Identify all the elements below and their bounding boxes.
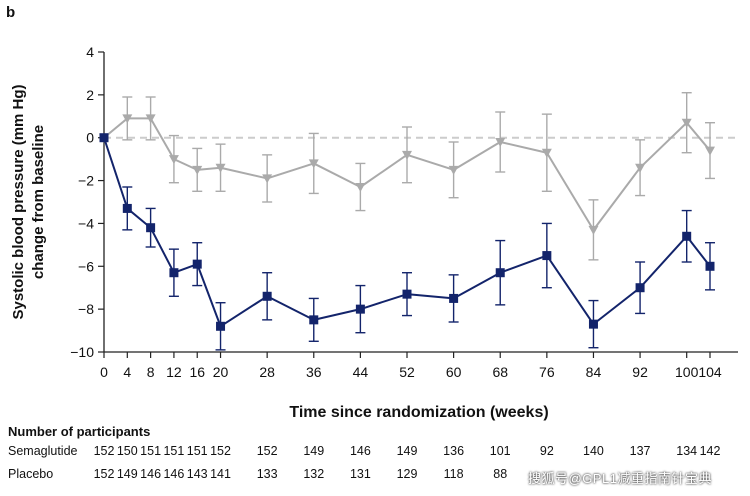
semaglutide-point [99, 133, 109, 143]
participant-count: 137 [629, 444, 651, 458]
semaglutide-point [635, 283, 645, 293]
participants-row-label: Placebo [8, 467, 54, 481]
placebo-point [402, 150, 412, 160]
x-tick-label: 20 [213, 364, 229, 380]
placebo-point [705, 146, 715, 156]
x-tick-label: 36 [306, 364, 322, 380]
participant-count: 132 [303, 467, 325, 481]
participant-count: 151 [186, 444, 208, 458]
x-tick-label: 8 [147, 364, 155, 380]
placebo-point [448, 165, 459, 175]
participants-title: Number of participants [8, 424, 151, 439]
x-tick-label: 28 [259, 364, 275, 380]
series-semaglutide [99, 133, 715, 351]
participant-count: 118 [443, 467, 464, 481]
y-tick-label: −8 [78, 301, 94, 317]
x-tick-label: 92 [632, 364, 648, 380]
participant-count: 131 [349, 467, 371, 481]
x-tick-label: 4 [123, 364, 131, 380]
placebo-point [541, 148, 552, 158]
participant-count: 146 [163, 467, 185, 481]
placebo-point [262, 174, 273, 184]
placebo-point [215, 163, 226, 173]
placebo-point [192, 165, 203, 175]
participant-count: 149 [116, 467, 138, 481]
placebo-point [168, 155, 179, 165]
x-tick-label: 0 [100, 364, 108, 380]
participant-count: 151 [163, 444, 185, 458]
participant-count: 141 [210, 467, 231, 481]
y-axis-title-line1: Systolic blood pressure (mm Hg) [10, 84, 27, 319]
y-tick-label: 2 [86, 87, 94, 103]
placebo-point [635, 163, 646, 173]
x-tick-label: 12 [166, 364, 182, 380]
placebo-point [122, 114, 133, 124]
semaglutide-point [588, 319, 598, 329]
semaglutide-point [262, 291, 272, 301]
participant-count: 143 [186, 467, 208, 481]
x-tick-label: 16 [189, 364, 205, 380]
participant-count: 92 [539, 444, 554, 458]
semaglutide-point [146, 223, 156, 233]
participant-count: 142 [699, 444, 721, 458]
y-tick-label: −10 [70, 344, 94, 360]
participant-count: 88 [493, 467, 508, 481]
participant-count: 146 [349, 444, 371, 458]
participant-count: 136 [443, 444, 465, 458]
y-tick-label: 4 [86, 44, 94, 60]
blood-pressure-chart: 420−2−4−6−8−100 4 8 12 16 20 28 36 44 52 60 68 76 84 9… [10, 44, 738, 380]
participant-count: 152 [93, 444, 115, 458]
participant-count: 146 [140, 467, 162, 481]
participant-count: 101 [489, 444, 511, 458]
y-axis-title-line2: change from baseline [30, 125, 47, 279]
semaglutide-point [495, 268, 505, 278]
y-tick-label: −6 [78, 258, 94, 274]
x-tick-label: 84 [586, 364, 602, 380]
participant-count: 150 [116, 444, 138, 458]
participant-count: 133 [256, 467, 278, 481]
participant-count: 134 [676, 444, 698, 458]
participant-count: 149 [303, 444, 325, 458]
semaglutide-point [402, 289, 412, 299]
participant-count: 149 [396, 444, 418, 458]
semaglutide-point [449, 293, 459, 303]
x-tick-label: 68 [492, 364, 508, 380]
placebo-point [355, 183, 366, 192]
watermark: 搜狐号@GPL1减重指南针宝典 [528, 471, 712, 486]
y-tick-label: −2 [78, 173, 94, 189]
participant-count: 152 [256, 444, 278, 458]
semaglutide-point [355, 304, 365, 314]
placebo-point [588, 225, 599, 235]
panel-label: b [6, 4, 16, 21]
x-tick-label: 100 [675, 364, 699, 380]
semaglutide-point [705, 261, 715, 271]
participant-count: 152 [210, 444, 231, 458]
semaglutide-point [216, 321, 226, 331]
participant-count: 140 [583, 444, 604, 458]
semaglutide-point [192, 259, 202, 269]
placebo-point [495, 138, 506, 147]
participants-row-label: Semaglutide [8, 444, 78, 458]
semaglutide-point [122, 203, 132, 213]
placebo-point [681, 118, 692, 128]
x-tick-label: 60 [446, 364, 462, 380]
placebo-point [308, 159, 319, 169]
semaglutide-point [309, 315, 319, 325]
x-axis-title: Time since randomization (weeks) [289, 404, 549, 421]
y-tick-label: −4 [78, 215, 94, 231]
series-placebo [99, 92, 715, 261]
x-tick-label: 52 [399, 364, 415, 380]
semaglutide-point [542, 251, 552, 261]
x-tick-label: 104 [698, 364, 722, 380]
participant-count: 129 [396, 467, 418, 481]
participant-count: 152 [93, 467, 115, 481]
placebo-point [145, 114, 156, 124]
x-tick-label: 44 [353, 364, 369, 380]
y-tick-label: 0 [86, 130, 94, 146]
participant-count: 151 [140, 444, 162, 458]
semaglutide-point [682, 231, 692, 241]
x-tick-label: 76 [539, 364, 555, 380]
semaglutide-point [169, 268, 179, 278]
